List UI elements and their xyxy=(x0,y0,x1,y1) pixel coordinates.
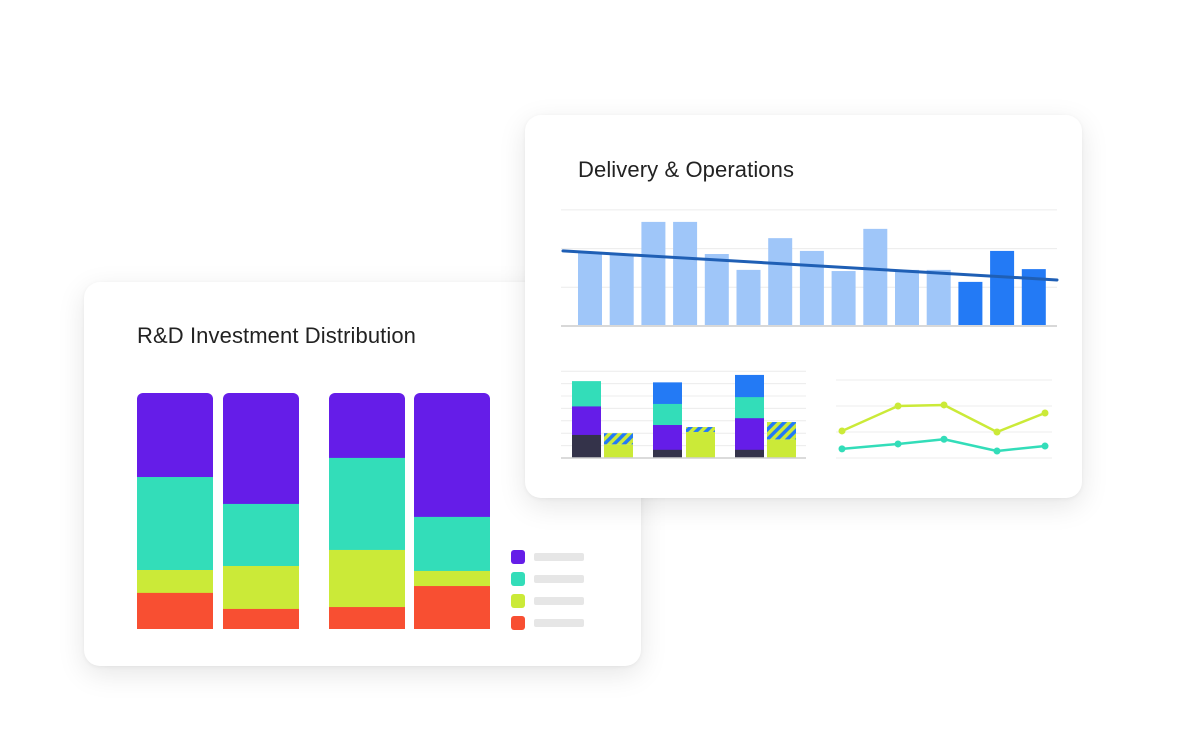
data-point-teal xyxy=(838,445,846,453)
bar-segment-purple xyxy=(735,417,764,450)
bar-segment-yellow xyxy=(329,549,405,608)
bar-segment-red xyxy=(329,607,405,629)
legend-label-placeholder xyxy=(534,597,584,605)
delivery-chart-title: Delivery & Operations xyxy=(578,157,795,182)
bar-segment-teal xyxy=(329,457,405,551)
trend-line xyxy=(561,249,1059,282)
bar-segment-purple xyxy=(414,393,490,518)
bar xyxy=(926,269,951,326)
data-point-yellow xyxy=(940,401,948,409)
data-point-yellow xyxy=(1041,409,1049,417)
bar xyxy=(673,221,698,326)
data-point-yellow xyxy=(894,402,902,410)
rd-chart-title: R&D Investment Distribution xyxy=(137,323,417,348)
data-point-teal xyxy=(940,435,948,443)
bar-segment-yellow xyxy=(137,570,213,594)
bar-segment-red xyxy=(414,586,490,629)
bar xyxy=(704,254,729,326)
bar-segment-yellow xyxy=(414,570,490,587)
bar xyxy=(831,271,856,326)
stacked-bar xyxy=(137,393,213,629)
bar-segment-yellow xyxy=(604,444,633,459)
legend-label-placeholder xyxy=(534,553,584,561)
bar-segment-purple xyxy=(572,405,601,435)
delivery-charts xyxy=(561,209,1059,459)
bar xyxy=(895,269,919,326)
data-point-teal xyxy=(894,440,902,448)
bar-segment-teal xyxy=(414,516,490,572)
legend-swatch-red xyxy=(511,616,525,630)
rd-stacked-bar-chart xyxy=(137,393,584,630)
bar-segment-purple xyxy=(653,424,682,450)
bar xyxy=(578,252,602,326)
bar-segment-hatched xyxy=(686,427,715,432)
data-point-yellow xyxy=(993,428,1001,436)
bar xyxy=(768,238,793,326)
delivery-operations-card: Delivery & Operations xyxy=(525,115,1082,498)
bar xyxy=(641,221,666,326)
bar xyxy=(799,250,824,326)
bar-segment-teal xyxy=(223,503,299,567)
legend-label-placeholder xyxy=(534,575,584,583)
bar-segment-purple xyxy=(329,393,405,459)
legend-swatch-yellow xyxy=(511,594,525,608)
stacked-bar xyxy=(223,393,299,629)
bar-segment-teal xyxy=(653,403,682,426)
stacked-bar xyxy=(329,393,405,629)
data-point-yellow xyxy=(838,427,846,435)
bar-segment-red xyxy=(223,608,299,629)
bar-segment-hatched xyxy=(767,422,796,440)
legend-swatch-purple xyxy=(511,550,525,564)
bar-segment-dark xyxy=(653,449,682,459)
bar-segment-teal xyxy=(735,396,764,419)
bar-segment-dark xyxy=(735,449,764,459)
bar-segment-blue xyxy=(653,382,682,404)
data-point-teal xyxy=(993,447,1001,455)
bar-segment-purple xyxy=(223,393,299,505)
legend-swatch-teal xyxy=(511,572,525,586)
line-series-yellow xyxy=(841,403,1046,434)
stacked-bar xyxy=(414,393,490,629)
bar-segment-hatched xyxy=(604,433,633,445)
bar xyxy=(990,250,1015,326)
bar xyxy=(863,228,888,326)
bar-segment-dark xyxy=(572,434,601,459)
legend-label-placeholder xyxy=(534,619,584,627)
bar-segment-purple xyxy=(137,393,213,478)
bar-segment-yellow xyxy=(767,439,796,459)
bar-segment-yellow xyxy=(223,565,299,610)
bar-segment-teal xyxy=(137,477,213,571)
bar-segment-yellow xyxy=(686,431,715,459)
bar xyxy=(736,269,761,326)
data-point-teal xyxy=(1041,442,1049,450)
bar-segment-red xyxy=(137,592,213,629)
bar-segment-teal xyxy=(572,381,601,407)
bar-segment-blue xyxy=(735,374,764,398)
bar xyxy=(609,254,634,326)
bar xyxy=(958,281,983,326)
